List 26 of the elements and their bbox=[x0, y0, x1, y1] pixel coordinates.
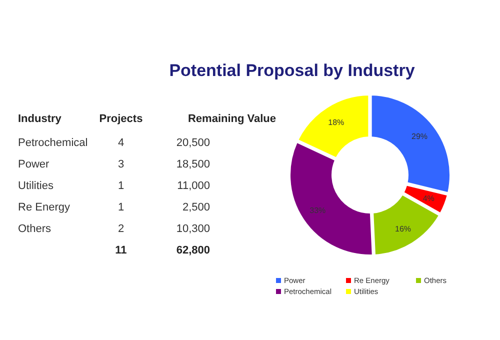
text: Potential Proposal by Industry bbox=[169, 61, 416, 80]
data-label: 16% bbox=[395, 224, 412, 234]
data-label: 3 bbox=[118, 158, 124, 170]
data-label: 11,000 bbox=[177, 180, 210, 192]
text: Industry bbox=[18, 113, 62, 125]
category-label: Others bbox=[18, 223, 52, 235]
text: Projects bbox=[99, 113, 143, 125]
data-label: 1 bbox=[118, 202, 124, 214]
data-label: 33% bbox=[310, 206, 326, 216]
text: 11 bbox=[115, 244, 127, 256]
data-label: 10,300 bbox=[176, 223, 210, 235]
data-label: 20,500 bbox=[176, 137, 210, 149]
category-label: Power bbox=[18, 158, 50, 170]
data-label: 18% bbox=[328, 118, 344, 127]
data-label: 4% bbox=[422, 194, 434, 204]
text: Remaining Value bbox=[188, 113, 276, 125]
category-label: Re Energy bbox=[18, 202, 70, 214]
data-label: 2,500 bbox=[182, 202, 210, 214]
category-label: Petrochemical bbox=[18, 137, 88, 149]
data-label: 1 bbox=[118, 180, 124, 192]
data-label: 18,500 bbox=[176, 158, 210, 170]
text: 62,800 bbox=[176, 244, 210, 256]
category-label: Utilities bbox=[18, 180, 54, 192]
data-label: 29% bbox=[412, 132, 428, 142]
data-label: 2 bbox=[118, 223, 124, 235]
data-label: 4 bbox=[118, 137, 124, 149]
